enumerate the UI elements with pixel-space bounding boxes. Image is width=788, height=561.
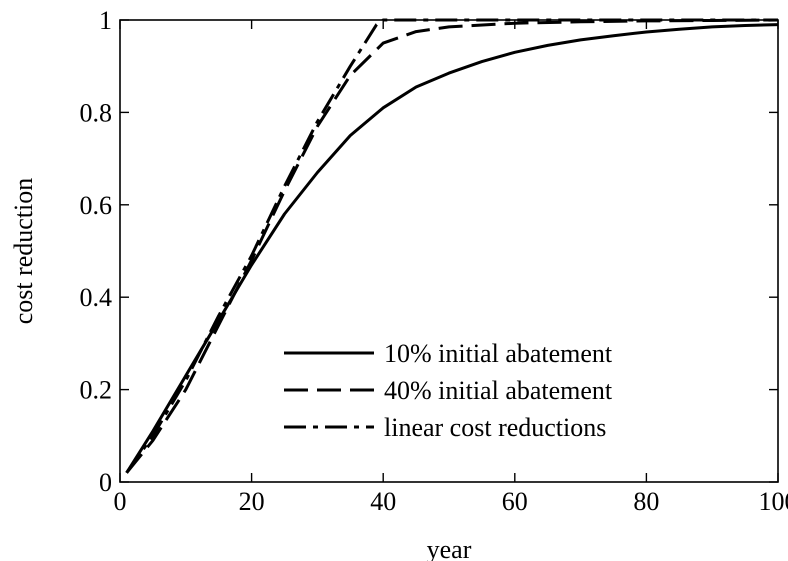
series-line-10pct-initial-abatement	[125, 23, 779, 474]
y-tick-label: 0	[99, 468, 112, 497]
legend-label-linear: linear cost reductions	[384, 413, 606, 442]
y-tick-label: 0.4	[80, 283, 113, 312]
x-tick-labels: 0 20 40 60 80 100	[114, 487, 788, 516]
legend-label-40pct: 40% initial abatement	[384, 376, 613, 405]
y-tick-label: 0.8	[80, 98, 113, 127]
y-tick-label: 0.2	[80, 376, 113, 405]
x-axis-label: year	[427, 535, 472, 561]
y-axis-label: cost reduction	[9, 178, 38, 325]
plot-area-frame	[119, 19, 779, 483]
legend: 10% initial abatement 40% initial abatem…	[284, 339, 613, 442]
legend-label-10pct: 10% initial abatement	[384, 339, 613, 368]
x-tick-label: 80	[633, 487, 659, 516]
x-tick-label: 0	[114, 487, 127, 516]
y-tick-labels: 0 0.2 0.4 0.6 0.8 1	[80, 6, 113, 497]
y-tick-label: 0.6	[80, 191, 113, 220]
x-tick-label: 40	[370, 487, 396, 516]
x-tick-label: 100	[759, 487, 788, 516]
y-tick-label: 1	[99, 6, 112, 35]
x-tick-label: 20	[239, 487, 265, 516]
x-tick-label: 60	[502, 487, 528, 516]
